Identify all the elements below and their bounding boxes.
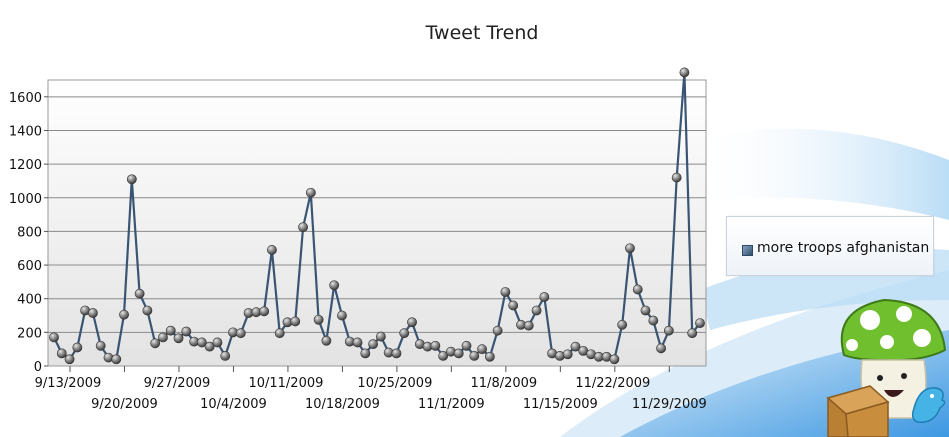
data-point [508,300,519,311]
x-tick-label: 11/1/2009 [418,397,485,412]
data-point [570,341,581,352]
data-point [204,341,215,352]
data-point [484,351,495,362]
x-tick-label: 11/22/2009 [575,376,650,391]
cardboard-box-icon [826,385,890,437]
y-tick-label: 600 [17,259,42,274]
data-point [360,348,371,359]
data-point [196,337,207,348]
data-point [492,325,503,336]
data-point [119,309,129,320]
data-point [438,351,449,361]
x-tick-label: 9/13/2009 [35,376,102,391]
data-point [305,187,316,198]
data-point [407,317,417,328]
data-point [212,337,223,348]
x-tick-label: 11/15/2009 [523,397,598,412]
data-point [126,174,137,185]
legend-label: more troops afghanistan [757,240,930,256]
data-point [220,351,231,361]
x-tick-label: 10/4/2009 [200,397,267,412]
data-point [625,243,635,254]
data-point [687,328,698,339]
y-axis: 0 200 400 600 800 1000 1200 1400 1600 [9,91,48,375]
data-point [337,310,347,321]
x-axis: 9/13/2009 9/20/2009 9/27/2009 10/4/2009 10/1… [35,366,707,412]
data-point [290,316,301,327]
x-tick-label: 9/27/2009 [144,376,211,391]
x-tick-label: 10/11/2009 [248,376,323,391]
gridlines [48,96,706,333]
data-point [298,222,308,233]
data-point [368,339,379,350]
data-point [679,67,690,78]
y-tick-label: 1600 [9,91,42,106]
y-tick-label: 0 [34,360,42,375]
x-tick-label: 10/18/2009 [305,397,380,412]
data-point [523,320,534,331]
data-point [134,288,145,299]
mushroom-mascot-icon [826,298,947,437]
data-point [617,319,628,330]
data-point [531,305,542,316]
series-more-troops-afghanistan [49,67,705,365]
data-point [477,344,487,355]
data-point [158,332,168,343]
data-point [72,342,83,353]
y-tick-label: 200 [17,326,42,341]
data-point [95,340,106,351]
data-point [656,343,666,354]
data-point [430,340,441,351]
data-point [259,306,270,317]
data-point [49,332,59,343]
data-point [391,348,402,359]
data-point [539,292,550,302]
data-point [352,337,363,348]
data-point [235,328,246,339]
y-tick-label: 1000 [9,192,42,207]
x-tick-label: 9/20/2009 [91,397,158,412]
x-tick-label: 10/25/2009 [357,376,432,391]
data-point [695,318,705,328]
data-point [181,326,192,337]
data-point [313,314,324,325]
data-point [88,308,98,318]
data-point [663,325,674,336]
legend: more troops afghanistan [726,216,934,276]
data-point [461,340,472,351]
y-tick-label: 800 [17,225,42,240]
data-point [56,348,67,359]
data-point [329,280,340,291]
data-point [469,351,480,361]
data-point [150,338,161,349]
data-point [648,315,659,326]
x-tick-label: 11/8/2009 [471,376,538,391]
data-point [267,245,277,255]
legend-swatch [742,245,753,256]
plot-area [47,79,707,367]
y-tick-label: 1400 [9,124,42,139]
y-tick-label: 400 [17,293,42,308]
data-point [609,354,620,365]
chart-title: Tweet Trend [425,22,539,44]
data-point [640,305,651,316]
x-tick-label: 11/29/2009 [632,397,707,412]
data-point [321,335,332,346]
data-point [142,305,153,316]
data-point [500,287,511,297]
data-point [671,172,682,183]
data-point [453,348,464,359]
data-point [632,284,643,295]
data-point [111,354,122,365]
data-point [562,349,573,360]
data-point [399,328,410,339]
y-tick-label: 1200 [9,158,42,173]
data-point [64,354,75,365]
data-point [375,331,386,342]
twitter-bird-icon [911,387,946,423]
data-point [274,328,285,339]
data-point [173,333,184,344]
data-point [165,325,176,336]
